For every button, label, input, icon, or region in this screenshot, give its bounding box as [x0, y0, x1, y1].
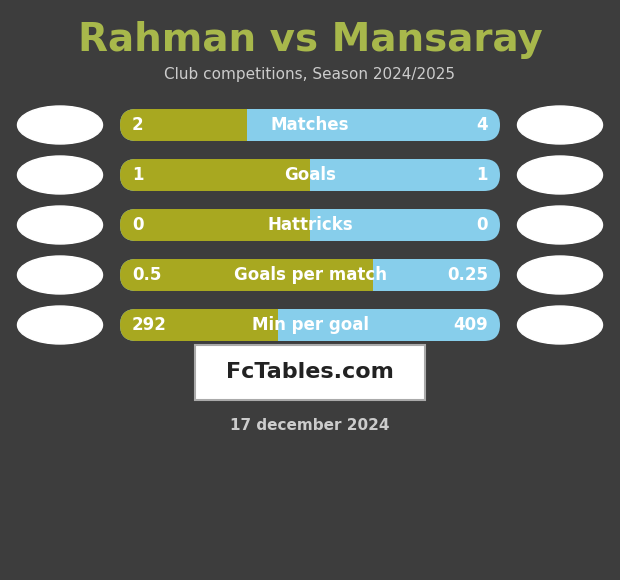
- Text: 4: 4: [476, 116, 488, 134]
- Text: 1: 1: [477, 166, 488, 184]
- FancyBboxPatch shape: [120, 209, 500, 241]
- Text: Matches: Matches: [271, 116, 349, 134]
- Text: 409: 409: [453, 316, 488, 334]
- FancyBboxPatch shape: [120, 309, 500, 341]
- Ellipse shape: [518, 256, 603, 294]
- Text: 0.5: 0.5: [132, 266, 161, 284]
- FancyBboxPatch shape: [120, 259, 500, 291]
- FancyBboxPatch shape: [120, 159, 500, 191]
- Text: 292: 292: [132, 316, 167, 334]
- Bar: [231, 109, 247, 141]
- Text: 0.25: 0.25: [447, 266, 488, 284]
- Text: 0: 0: [477, 216, 488, 234]
- Ellipse shape: [518, 156, 603, 194]
- FancyBboxPatch shape: [120, 109, 247, 141]
- Ellipse shape: [17, 306, 102, 344]
- Text: 0: 0: [132, 216, 143, 234]
- Text: 2: 2: [132, 116, 144, 134]
- FancyBboxPatch shape: [195, 345, 425, 400]
- FancyBboxPatch shape: [120, 159, 310, 191]
- Bar: [294, 159, 310, 191]
- Bar: [358, 259, 373, 291]
- Ellipse shape: [518, 306, 603, 344]
- Text: Goals: Goals: [284, 166, 336, 184]
- Text: Goals per match: Goals per match: [234, 266, 386, 284]
- Text: Club competitions, Season 2024/2025: Club competitions, Season 2024/2025: [164, 67, 456, 82]
- Ellipse shape: [17, 106, 102, 144]
- Ellipse shape: [518, 206, 603, 244]
- Text: FcTables.com: FcTables.com: [226, 362, 394, 382]
- Text: 1: 1: [132, 166, 143, 184]
- FancyBboxPatch shape: [120, 209, 310, 241]
- Text: 17 december 2024: 17 december 2024: [230, 418, 390, 433]
- Text: Rahman vs Mansaray: Rahman vs Mansaray: [78, 21, 542, 59]
- Ellipse shape: [17, 256, 102, 294]
- Ellipse shape: [17, 206, 102, 244]
- Text: Min per goal: Min per goal: [252, 316, 368, 334]
- Ellipse shape: [17, 156, 102, 194]
- FancyBboxPatch shape: [120, 309, 278, 341]
- Text: Hattricks: Hattricks: [267, 216, 353, 234]
- FancyBboxPatch shape: [120, 259, 373, 291]
- Bar: [294, 209, 310, 241]
- Ellipse shape: [518, 106, 603, 144]
- Bar: [262, 309, 278, 341]
- FancyBboxPatch shape: [120, 109, 500, 141]
